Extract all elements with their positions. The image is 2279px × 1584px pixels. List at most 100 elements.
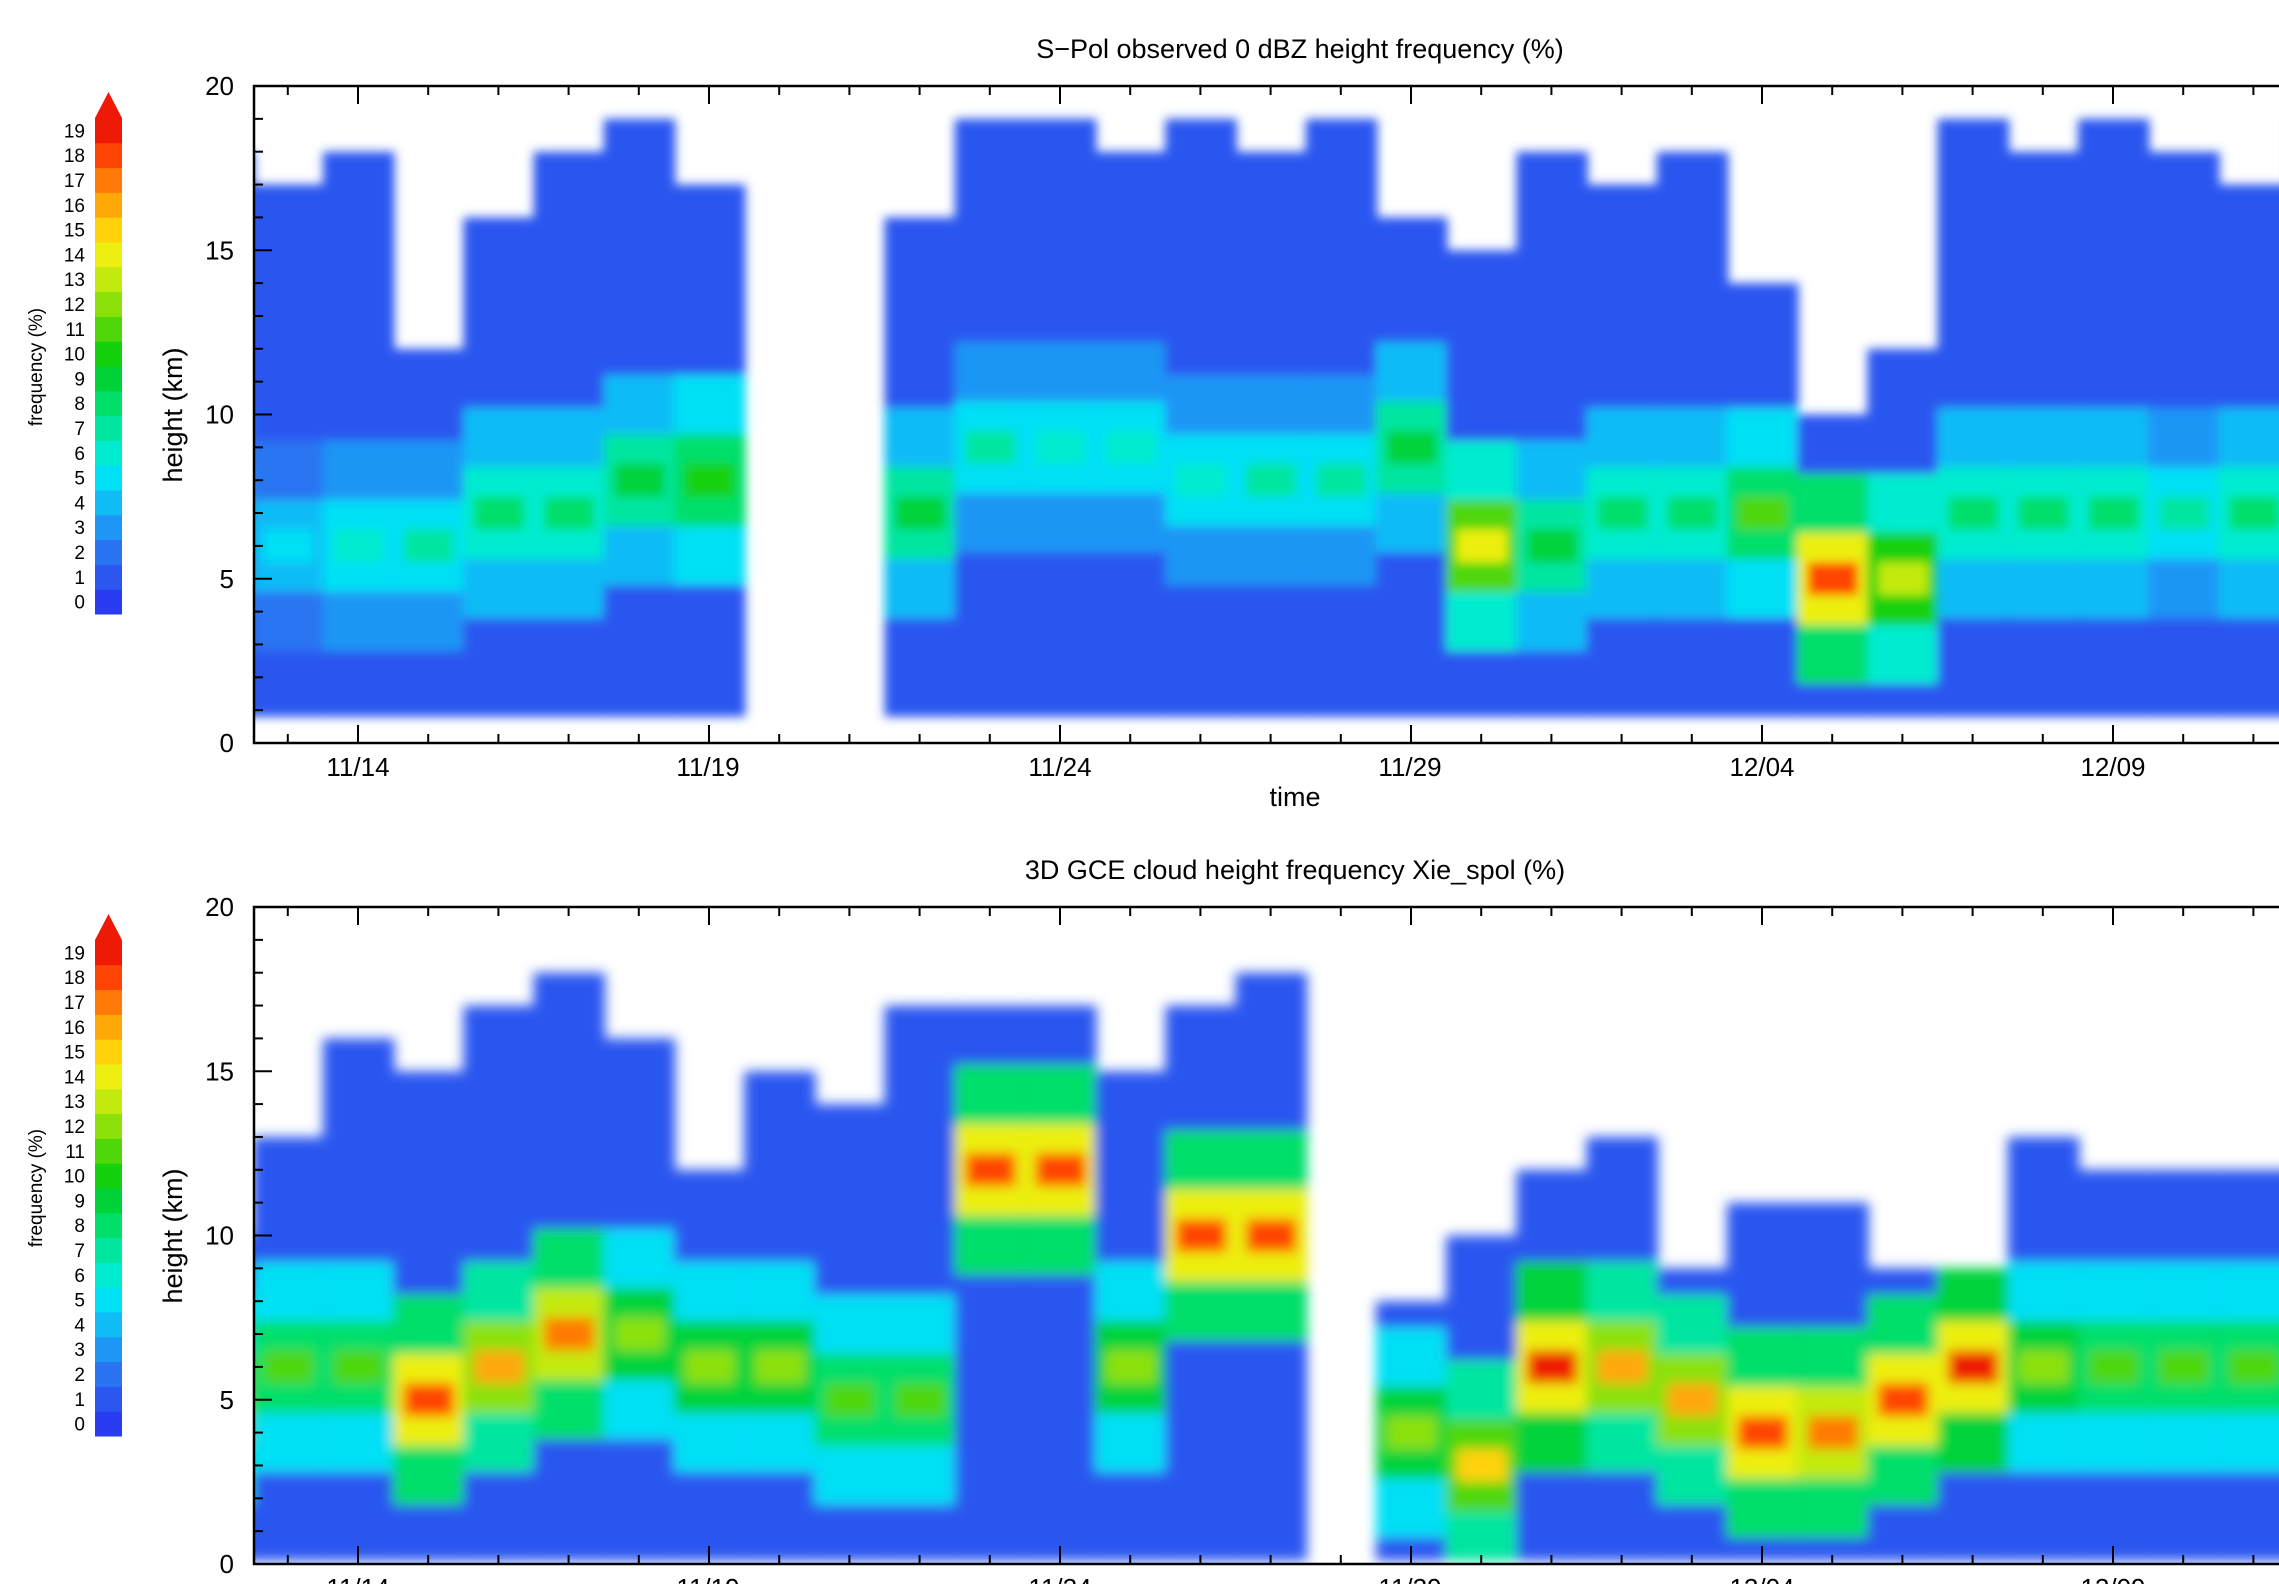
field-cell bbox=[254, 1294, 255, 1505]
colorbar-tick-label: 8 bbox=[74, 1216, 85, 1237]
field-cell bbox=[263, 1350, 314, 1384]
colorbar-tick-label: 4 bbox=[74, 493, 85, 514]
colorbar-swatch bbox=[95, 564, 122, 590]
colorbar-tick-label: 11 bbox=[65, 320, 85, 341]
field-cell bbox=[1948, 496, 1999, 530]
field-cell bbox=[544, 496, 595, 530]
field-cell bbox=[1316, 463, 1367, 497]
colorbar-tick-label: 7 bbox=[74, 419, 85, 440]
colorbar-swatch bbox=[95, 142, 122, 169]
x-tick-label: 12/09 bbox=[2080, 1573, 2145, 1584]
field-cell bbox=[333, 529, 384, 563]
field-cell bbox=[193, 497, 243, 530]
colorbar-swatch bbox=[95, 415, 122, 441]
colorbar-swatch bbox=[95, 1138, 122, 1164]
field-cell bbox=[263, 529, 314, 563]
colorbar-tick-label: 16 bbox=[64, 1018, 85, 1039]
colorbar-swatch bbox=[95, 1287, 122, 1313]
field-cell bbox=[2018, 1350, 2069, 1384]
field-cell bbox=[1456, 529, 1508, 563]
x-tick-label: 11/29 bbox=[1378, 1573, 1441, 1584]
colorbar-tick-label: 1 bbox=[74, 1390, 85, 1411]
x-tick-label: 12/04 bbox=[1729, 752, 1794, 782]
colorbar-swatch bbox=[95, 490, 122, 516]
colorbar-swatch bbox=[95, 167, 122, 193]
y-tick-label: 20 bbox=[205, 71, 234, 101]
x-tick-label: 11/24 bbox=[1028, 1573, 1091, 1584]
colorbar-swatch bbox=[95, 316, 122, 342]
field-cell bbox=[1948, 1350, 1999, 1384]
x-tick-label: 12/04 bbox=[1729, 1573, 1794, 1584]
colorbar-label: frequency (%) bbox=[26, 1129, 47, 1247]
colorbar-tick-label: 10 bbox=[64, 1167, 85, 1188]
colorbar-swatch bbox=[95, 1336, 122, 1363]
colorbar-swatch bbox=[95, 589, 122, 615]
field-cell bbox=[1737, 496, 1788, 530]
colorbar-swatch bbox=[95, 1312, 122, 1338]
colorbar-label: frequency (%) bbox=[26, 308, 47, 426]
colorbar-swatch bbox=[95, 1014, 122, 1040]
colorbar-swatch bbox=[95, 266, 122, 293]
colorbar-tick-label: 15 bbox=[64, 221, 85, 242]
field-cell bbox=[1105, 430, 1157, 464]
field-cell bbox=[614, 463, 665, 497]
colorbar-extension-arrow bbox=[95, 92, 122, 118]
field-cell bbox=[754, 1350, 806, 1384]
field-cell bbox=[254, 467, 255, 560]
colorbar-tick-label: 0 bbox=[74, 593, 85, 614]
y-tick-label: 10 bbox=[205, 400, 234, 430]
colorbar-swatch bbox=[95, 1113, 122, 1139]
field-cell bbox=[895, 1383, 946, 1417]
x-tick-label: 11/24 bbox=[1028, 752, 1091, 782]
colorbar-swatch bbox=[95, 989, 122, 1015]
field-cell bbox=[1176, 1219, 1227, 1252]
colorbar-tick-label: 16 bbox=[64, 196, 85, 217]
y-tick-label: 0 bbox=[220, 1549, 234, 1579]
frequency-field bbox=[254, 972, 2279, 1561]
field-cell bbox=[1597, 1350, 1648, 1384]
field-cell bbox=[544, 1317, 595, 1351]
colorbar-swatch bbox=[95, 1361, 122, 1387]
colorbar-swatch bbox=[95, 1064, 122, 1090]
colorbar-tick-label: 14 bbox=[64, 1067, 86, 1088]
field-cell bbox=[1386, 430, 1437, 464]
colorbar-swatch bbox=[95, 192, 122, 218]
field-cell bbox=[614, 1317, 665, 1351]
plot-area bbox=[193, 118, 2279, 717]
colorbar-tick-label: 9 bbox=[74, 369, 85, 390]
colorbar-swatch bbox=[95, 1237, 122, 1263]
colorbar-tick-label: 12 bbox=[64, 295, 85, 316]
field-cell bbox=[965, 430, 1016, 464]
colorbar-tick-label: 4 bbox=[74, 1315, 85, 1336]
y-tick-label: 15 bbox=[205, 1056, 234, 1086]
field-cell bbox=[1246, 1219, 1297, 1252]
field-cell bbox=[1807, 562, 1859, 596]
field-cell bbox=[1246, 463, 1297, 497]
field-cell bbox=[254, 407, 255, 619]
field-cell bbox=[333, 1350, 384, 1384]
colorbar-swatch bbox=[95, 118, 122, 144]
colorbar-tick-label: 9 bbox=[74, 1191, 85, 1212]
colorbar-swatch bbox=[95, 940, 122, 966]
field-cell bbox=[1176, 463, 1227, 497]
field-cell bbox=[2088, 1350, 2139, 1384]
chart-title: S−Pol observed 0 dBZ height frequency (%… bbox=[1036, 34, 1564, 64]
y-tick-label: 0 bbox=[220, 728, 234, 758]
panel-top: S−Pol observed 0 dBZ height frequency (%… bbox=[26, 34, 2279, 812]
colorbar-swatch bbox=[95, 1163, 122, 1189]
axes: 0 5 10 15 20 11/14 11/19 11/24 11/29 12/04 12/09 bbox=[205, 892, 2279, 1584]
field-cell bbox=[1597, 496, 1648, 530]
field-cell bbox=[1737, 1416, 1788, 1450]
colorbar-swatch bbox=[95, 465, 122, 491]
field-cell bbox=[895, 496, 946, 530]
colorbar-tick-label: 2 bbox=[74, 543, 85, 564]
x-tick-label: 11/19 bbox=[676, 752, 739, 782]
chart-title: 3D GCE cloud height frequency Xie_spol (… bbox=[1025, 855, 1565, 885]
colorbar-tick-label: 6 bbox=[74, 444, 85, 465]
field-cell bbox=[254, 1353, 255, 1446]
colorbar-tick-label: 17 bbox=[64, 171, 85, 192]
colorbar-swatch bbox=[95, 242, 122, 268]
field-cell bbox=[2018, 496, 2069, 530]
field-cell bbox=[2229, 1350, 2279, 1384]
